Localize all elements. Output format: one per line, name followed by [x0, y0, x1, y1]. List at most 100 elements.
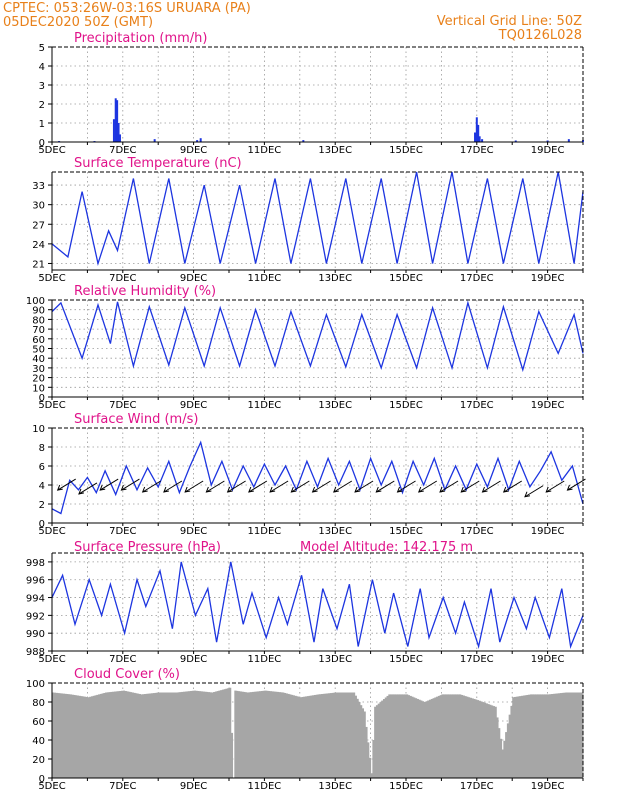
wind-arrow — [376, 480, 395, 493]
cloud-bar — [122, 690, 126, 778]
cloud-bar — [305, 696, 308, 778]
wind-ytick-label: 4 — [39, 481, 45, 492]
wind-arrow — [545, 480, 565, 493]
cloud-bar — [414, 698, 418, 778]
cloud-bar — [138, 694, 141, 778]
cloud-bar — [312, 695, 315, 778]
cloud-bar — [209, 692, 212, 778]
wind-xtick-label: 17DEC — [460, 526, 494, 537]
cloud-bar — [197, 690, 200, 778]
cloud-bar — [496, 717, 499, 778]
precip-bar — [112, 119, 115, 142]
temp-xtick-label: 17DEC — [460, 273, 494, 284]
cloud-bar — [271, 691, 274, 778]
cloud-bar — [267, 690, 271, 778]
cloud-bar — [519, 696, 522, 778]
cloud-bar — [262, 690, 265, 778]
cloud-bar — [221, 689, 225, 778]
cloud-panel-title: Cloud Cover (%) — [74, 667, 180, 682]
press-xtick-label: 15DEC — [389, 654, 423, 665]
cloud-ytick-label: 0 — [39, 774, 45, 785]
cloud-bar — [351, 692, 354, 778]
press-xtick-label: 13DEC — [318, 654, 352, 665]
cloud-bar — [193, 690, 196, 778]
cloud-xtick-label: 15DEC — [389, 781, 423, 792]
wind-arrow — [503, 480, 523, 493]
cloud-bar — [535, 694, 538, 778]
cloud-bar — [303, 696, 306, 778]
cloud-bar — [367, 742, 370, 778]
cloud-bar — [358, 702, 361, 778]
wind-arrow — [482, 480, 501, 493]
cloud-bar — [453, 694, 457, 778]
precip-ytick-label: 0 — [39, 138, 45, 149]
precip-ytick-label: 1 — [39, 119, 45, 130]
cloud-xtick-label: 5DEC — [38, 781, 65, 792]
wind-xtick-label: 13DEC — [318, 526, 352, 537]
press-xtick-label: 7DEC — [109, 654, 136, 665]
cloud-bar — [260, 690, 264, 778]
cloud-bar — [558, 693, 561, 778]
precip-bar — [582, 140, 584, 142]
cloud-bar — [158, 692, 161, 778]
cloud-bar — [572, 692, 575, 778]
cloud-bar — [508, 714, 511, 778]
cloud-bar — [393, 694, 396, 778]
press-panel-title: Surface Pressure (hPa) — [74, 540, 221, 555]
cloud-bar — [283, 692, 287, 778]
cloud-bar — [75, 695, 78, 778]
precip-xtick-label: 7DEC — [109, 145, 136, 156]
precip-ytick-label: 4 — [39, 62, 45, 73]
cloud-bar — [229, 687, 232, 778]
cloud-bar — [276, 691, 280, 778]
cloud-bar — [227, 688, 230, 778]
cloud-bar — [559, 693, 563, 778]
cloud-bar — [388, 694, 391, 778]
cloud-bar — [172, 692, 175, 778]
cloud-bar — [521, 695, 524, 778]
cloud-bar — [182, 691, 186, 778]
cloud-bar — [59, 693, 62, 778]
cloud-bar — [361, 708, 365, 778]
header-model: TQ0126L028 — [498, 28, 582, 43]
wind-arrowhead — [375, 486, 382, 493]
cloud-bar — [315, 694, 318, 778]
cloud-bar — [195, 690, 198, 778]
temp-series-line — [51, 171, 584, 266]
cloud-bar — [473, 698, 476, 778]
cloud-bar — [436, 696, 439, 778]
cloud-bar — [248, 692, 251, 778]
cloud-bar — [69, 694, 72, 778]
press-xtick-label: 19DEC — [531, 654, 565, 665]
cloud-bar — [82, 696, 85, 778]
wind-ytick-label: 0 — [39, 519, 45, 530]
cloud-bar — [211, 692, 214, 778]
cloud-bar — [237, 691, 241, 778]
cloud-bar — [397, 694, 400, 778]
cloud-bar — [275, 691, 278, 778]
cloud-bar — [446, 694, 449, 778]
precip-bar — [153, 139, 156, 142]
cloud-bar — [467, 697, 471, 778]
cloud-bar — [244, 692, 248, 778]
cloud-bar — [220, 690, 223, 778]
cloud-bar — [349, 692, 352, 778]
cloud-bar — [398, 694, 402, 778]
cloud-bar — [450, 694, 453, 778]
cloud-bar — [159, 692, 163, 778]
cloud-bar — [161, 692, 165, 778]
humid-xtick-label: 15DEC — [389, 400, 423, 411]
cloud-bar — [152, 693, 156, 778]
cloud-bar — [512, 697, 515, 778]
cloud-bar — [98, 694, 101, 778]
cloud-bar — [119, 690, 122, 778]
cloud-bar — [200, 691, 203, 778]
cloud-bar — [420, 700, 423, 778]
cloud-bar — [241, 691, 244, 778]
wind-ytick-label: 8 — [39, 443, 45, 454]
cloud-bar — [448, 694, 451, 778]
cloud-bar — [239, 691, 242, 778]
precip-bar — [567, 139, 570, 142]
cloud-bar — [374, 706, 377, 778]
